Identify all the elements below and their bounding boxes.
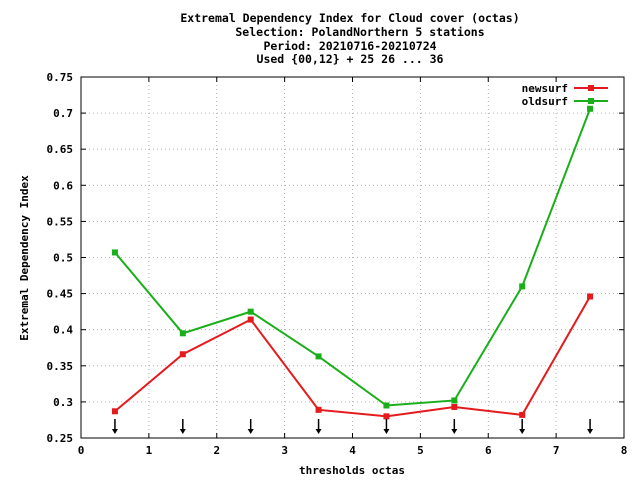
series-line-newsurf — [114, 295, 591, 418]
y-tick-label: 0.65 — [47, 143, 74, 156]
title-line-2: Selection: PolandNorthern 5 stations — [235, 25, 484, 39]
y-tick-label: 0.4 — [53, 324, 73, 337]
data-point-oldsurf — [111, 249, 118, 256]
arrow-marker — [247, 419, 254, 434]
data-point-newsurf — [315, 406, 322, 413]
title-line-1: Extremal Dependency Index for Cloud cove… — [180, 11, 519, 25]
arrow-marker — [111, 419, 118, 434]
x-tick-label: 8 — [621, 444, 628, 457]
legend-label-oldsurf: oldsurf — [522, 95, 568, 108]
y-tick-label: 0.7 — [53, 107, 73, 120]
title-line-3: Period: 20210716-20210724 — [263, 39, 436, 53]
data-point-newsurf — [111, 408, 118, 415]
data-point-newsurf — [179, 351, 186, 358]
y-axis-label: Extremal Dependency Index — [18, 175, 31, 341]
data-point-newsurf — [587, 293, 594, 300]
legend-label-newsurf: newsurf — [522, 82, 568, 95]
plot-frame — [80, 76, 625, 439]
y-tick-label: 0.25 — [47, 432, 74, 445]
x-tick-label: 7 — [553, 444, 560, 457]
y-tick-label: 0.75 — [47, 71, 74, 84]
chart-title: Extremal Dependency Index for Cloud cove… — [180, 11, 519, 66]
arrow-marker — [451, 419, 458, 434]
title-line-4: Used {00,12} + 25 26 ... 36 — [257, 52, 444, 66]
x-axis-label: thresholds octas — [299, 464, 405, 477]
grid — [81, 77, 624, 438]
arrow-marker — [179, 419, 186, 434]
data-point-newsurf — [383, 413, 390, 420]
series-line-oldsurf — [114, 108, 591, 407]
arrow-marker — [383, 419, 390, 434]
x-tick-label: 3 — [281, 444, 288, 457]
y-tick-label: 0.5 — [53, 252, 73, 265]
threshold-arrows — [111, 419, 594, 434]
y-tick-label: 0.35 — [47, 360, 74, 373]
data-point-oldsurf — [519, 283, 526, 290]
data-point-newsurf — [519, 411, 526, 418]
arrow-marker — [587, 419, 594, 434]
data-point-oldsurf — [451, 397, 458, 404]
data-point-oldsurf — [383, 402, 390, 409]
y-tick-label: 0.55 — [47, 215, 74, 228]
series-lines — [111, 105, 594, 420]
y-tick-label: 0.45 — [47, 288, 74, 301]
data-point-oldsurf — [247, 308, 254, 315]
data-point-oldsurf — [587, 105, 594, 112]
x-tick-label: 5 — [417, 444, 424, 457]
arrow-marker — [519, 419, 526, 434]
data-point-newsurf — [247, 316, 254, 323]
x-tick-label: 2 — [213, 444, 220, 457]
data-point-oldsurf — [179, 330, 186, 337]
data-point-newsurf — [451, 403, 458, 410]
y-tick-label: 0.6 — [53, 179, 73, 192]
x-tick-label: 4 — [349, 444, 356, 457]
x-tick-label: 1 — [146, 444, 153, 457]
axis-ticks: 0 1 2 3 4 5 6 7 8 0.25 0.3 0.35 0.4 0.45 0.5 0.55 0.6 0.6… — [47, 71, 628, 457]
x-tick-label: 6 — [485, 444, 492, 457]
x-tick-label: 0 — [78, 444, 85, 457]
arrow-marker — [315, 419, 322, 434]
y-tick-label: 0.3 — [53, 396, 73, 409]
data-point-oldsurf — [315, 353, 322, 360]
legend-marker-oldsurf — [588, 98, 594, 104]
legend-marker-newsurf — [588, 85, 594, 91]
